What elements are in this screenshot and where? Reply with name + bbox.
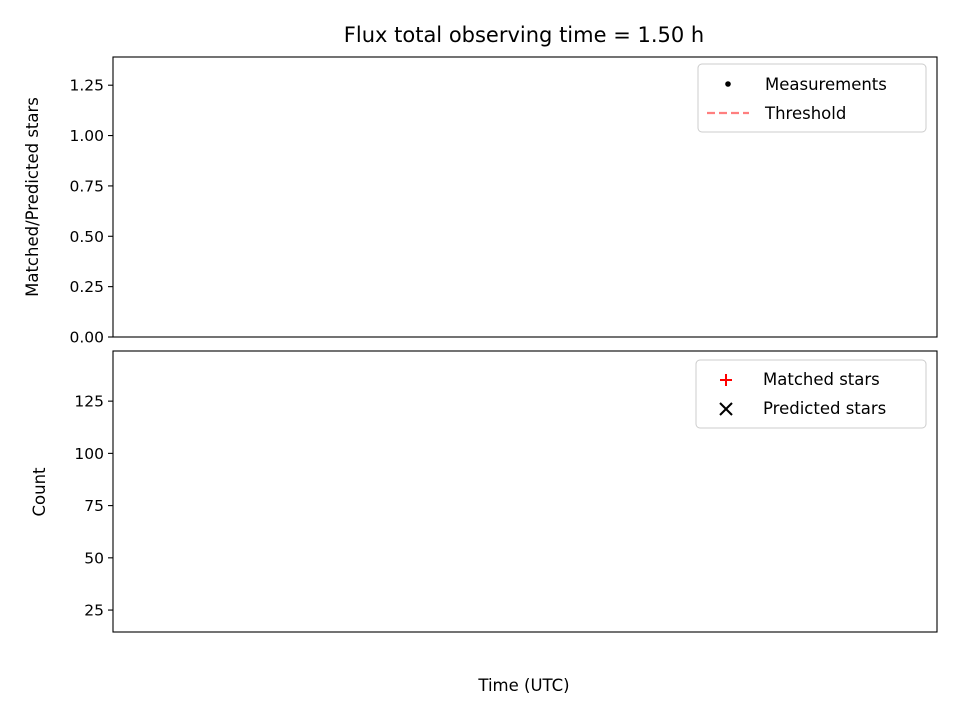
y-tick-label: 0.25	[69, 278, 104, 296]
y-tick-label: 100	[74, 445, 104, 463]
count-legend: Matched stars Predicted stars	[695, 359, 927, 429]
count-legend-box	[695, 359, 927, 429]
legend-measurements-label: Measurements	[765, 75, 887, 94]
axes-frame	[112, 56, 938, 338]
y-tick-label: 50	[84, 549, 104, 567]
ratio-plot-area: 0.00 0.25 0.50 0.75 1.00 1.25	[69, 56, 938, 347]
x-axis-title: Time (UTC)	[477, 676, 569, 695]
y-tick-label: 1.25	[69, 77, 104, 95]
ratio-legend: Measurements Threshold	[697, 63, 927, 133]
legend-threshold-label: Threshold	[764, 104, 846, 123]
legend-matched-marker	[720, 374, 732, 386]
count-panel: 25507510012516:0018:0020:0022:0000:0002:…	[30, 350, 938, 695]
ratio-ylabel: Matched/Predicted stars	[23, 97, 42, 297]
y-tick-label: 125	[74, 393, 104, 411]
legend-predicted-marker	[719, 402, 733, 416]
y-tick-label: 25	[84, 602, 104, 620]
ratio-panel: 0.00 0.25 0.50 0.75 1.00 1.25 Matched/Predict…	[23, 56, 938, 347]
y-tick-label: 0.50	[69, 228, 104, 246]
axes-frame	[112, 350, 938, 633]
count-plot-area: 25507510012516:0018:0020:0022:0000:0002:…	[74, 350, 938, 633]
y-tick-label: 75	[84, 497, 104, 515]
legend-predicted-label: Predicted stars	[763, 399, 886, 418]
y-tick-label: 0.75	[69, 177, 104, 195]
legend-measurements-marker	[725, 81, 731, 87]
y-tick-label: 1.00	[69, 127, 104, 145]
legend-matched-label: Matched stars	[763, 370, 880, 389]
y-tick-label: 0.00	[69, 329, 104, 347]
ratio-legend-box	[697, 63, 927, 133]
count-ylabel: Count	[30, 467, 49, 517]
chart-title: Flux total observing time = 1.50 h	[344, 23, 704, 47]
